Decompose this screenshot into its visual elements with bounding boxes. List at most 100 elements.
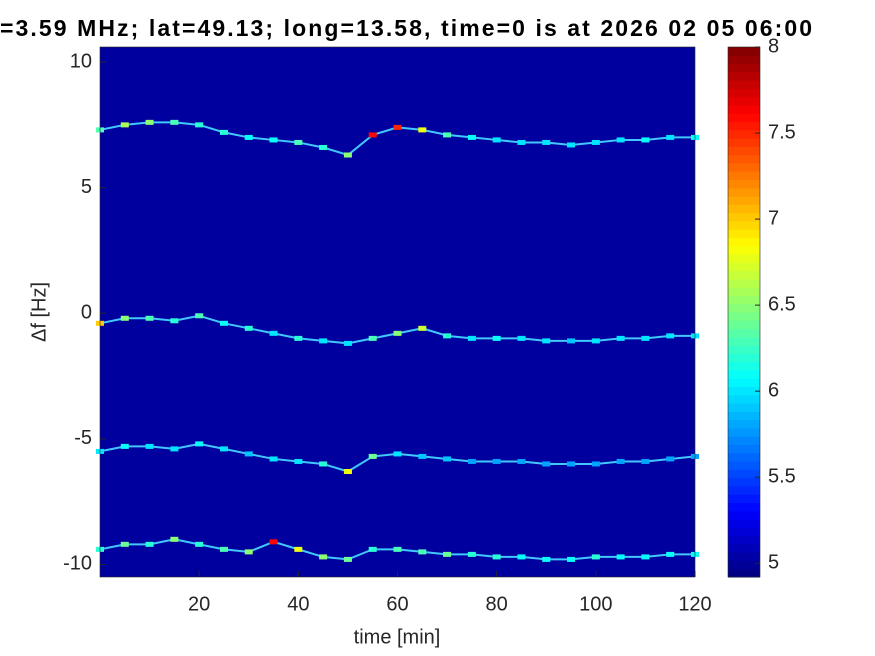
trace-cell bbox=[269, 330, 278, 336]
colorbar-segment bbox=[728, 502, 760, 512]
trace-cell bbox=[517, 554, 526, 560]
trace-cell bbox=[120, 443, 129, 449]
trace-cell bbox=[195, 441, 204, 447]
colorbar-segment bbox=[728, 138, 760, 147]
colorbar-segment bbox=[728, 295, 760, 305]
colorbar-segment bbox=[728, 519, 760, 528]
colorbar-segment bbox=[728, 287, 760, 296]
x-tick-label: 120 bbox=[678, 593, 711, 615]
trace-cell bbox=[492, 137, 501, 143]
trace-cell bbox=[517, 335, 526, 341]
trace-cell bbox=[195, 122, 204, 128]
trace-cell bbox=[418, 127, 427, 133]
trace-cell bbox=[244, 134, 253, 140]
colorbar-segment bbox=[728, 378, 760, 388]
trace-cell bbox=[567, 556, 576, 562]
colorbar-segment bbox=[728, 568, 760, 578]
trace-cell bbox=[393, 124, 402, 130]
trace-cell bbox=[567, 461, 576, 467]
trace-cell bbox=[319, 338, 328, 344]
trace-cell bbox=[343, 340, 352, 346]
colorbar-segment bbox=[728, 485, 760, 495]
x-tick-label: 60 bbox=[386, 593, 408, 615]
colorbar-segment bbox=[728, 361, 760, 371]
trace-cell bbox=[269, 539, 278, 545]
colorbar-segment bbox=[728, 104, 760, 114]
colorbar-segment bbox=[728, 80, 760, 89]
trace-cell bbox=[542, 461, 551, 467]
trace-cell bbox=[641, 335, 650, 341]
trace-cell bbox=[269, 137, 278, 143]
colorbar-segment bbox=[728, 411, 760, 421]
colorbar-segment bbox=[728, 96, 760, 106]
colorbar-segment bbox=[728, 146, 760, 156]
colorbar-segment bbox=[728, 245, 760, 255]
trace-cell bbox=[170, 318, 179, 324]
trace-cell bbox=[591, 338, 600, 344]
trace-cell bbox=[467, 551, 476, 557]
colorbar-segment bbox=[728, 162, 760, 172]
trace-cell bbox=[492, 458, 501, 464]
trace-cell bbox=[393, 330, 402, 336]
colorbar-segment bbox=[728, 187, 760, 197]
trace-cell bbox=[443, 456, 452, 462]
colorbar-segment bbox=[728, 328, 760, 338]
colorbar-segment bbox=[728, 171, 760, 180]
trace-cell bbox=[368, 132, 377, 138]
trace-cell bbox=[666, 551, 675, 557]
trace-cell bbox=[343, 152, 352, 158]
colorbar-tick-label: 5.5 bbox=[768, 465, 796, 487]
trace-cell bbox=[492, 335, 501, 341]
trace-cell bbox=[244, 325, 253, 331]
colorbar-frame bbox=[727, 46, 761, 578]
colorbar-segment bbox=[728, 312, 760, 321]
colorbar-segment bbox=[728, 47, 760, 56]
colorbar-segment bbox=[728, 427, 760, 437]
colorbar-segment bbox=[728, 394, 760, 404]
colorbar-segment bbox=[728, 369, 760, 379]
colorbar-segment bbox=[728, 237, 760, 247]
trace-cell bbox=[418, 549, 427, 555]
trace-cell bbox=[294, 458, 303, 464]
colorbar-segment bbox=[728, 196, 760, 205]
trace-cell bbox=[145, 541, 154, 547]
trace-cell bbox=[219, 320, 228, 326]
trace-cell bbox=[145, 315, 154, 321]
y-tick-label: 10 bbox=[70, 50, 92, 72]
trace-cell bbox=[368, 546, 377, 552]
trace-cell bbox=[343, 556, 352, 562]
colorbar-segment bbox=[728, 552, 760, 561]
colorbar-segment bbox=[728, 303, 760, 313]
colorbar-segment bbox=[728, 535, 760, 545]
trace-cell bbox=[170, 119, 179, 125]
colorbar-segment bbox=[728, 469, 760, 479]
trace-cell bbox=[542, 139, 551, 145]
trace-cell bbox=[393, 546, 402, 552]
colorbar-segment bbox=[728, 320, 760, 330]
colorbar-segment bbox=[728, 543, 760, 553]
colorbar-segment bbox=[728, 419, 760, 429]
colorbar-segment bbox=[728, 204, 760, 214]
trace-cell bbox=[567, 338, 576, 344]
trace-cell bbox=[368, 335, 377, 341]
trace-cell bbox=[219, 446, 228, 452]
trace-cell bbox=[170, 536, 179, 542]
trace-cell bbox=[492, 554, 501, 560]
trace-cell bbox=[591, 139, 600, 145]
colorbar-segment bbox=[728, 278, 760, 288]
trace-cell bbox=[616, 335, 625, 341]
trace-cell bbox=[467, 134, 476, 140]
trace-cell bbox=[443, 132, 452, 138]
x-tick-label: 40 bbox=[287, 593, 309, 615]
colorbar-segment bbox=[728, 121, 760, 131]
trace-cell bbox=[120, 122, 129, 128]
colorbar-segment bbox=[728, 220, 760, 230]
trace-cell bbox=[219, 546, 228, 552]
colorbar-segment bbox=[728, 63, 760, 73]
trace-cell bbox=[269, 456, 278, 462]
colorbar-tick-label: 7.5 bbox=[768, 121, 796, 143]
colorbar-segment bbox=[728, 345, 760, 354]
trace-cell bbox=[244, 451, 253, 457]
trace-cell bbox=[319, 144, 328, 150]
trace-cell bbox=[294, 546, 303, 552]
